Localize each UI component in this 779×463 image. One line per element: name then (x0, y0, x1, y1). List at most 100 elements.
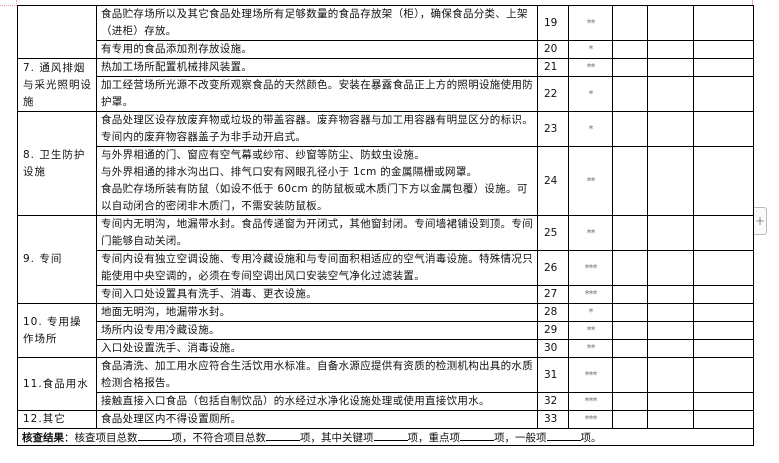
item-number: 27 (537, 285, 569, 304)
category-cell: 10. 专用操作场所 (17, 303, 97, 358)
check-cell[interactable] (647, 146, 694, 216)
description-line: 与外界相通的门、窗应有空气幕或纱帘、纱窗等防尘、防蚊虫设施。 (101, 149, 425, 161)
category-cell (17, 5, 97, 59)
check-cell[interactable] (647, 76, 694, 112)
important-items-blank[interactable] (460, 430, 494, 441)
item-description: 场所内设专用冷藏设施。 (96, 321, 538, 340)
check-cell[interactable] (612, 40, 648, 59)
table-row: 入口处设置洗手、消毒设施。 30 ** (18, 339, 754, 358)
check-cell[interactable] (612, 392, 648, 411)
item-level: *** (568, 410, 613, 429)
check-cell[interactable] (647, 250, 694, 286)
summary-text: 项。 (580, 432, 602, 444)
check-cell[interactable] (612, 357, 648, 393)
summary-text: 项，不符合项目总数 (171, 432, 267, 444)
remark-cell[interactable] (693, 410, 754, 429)
check-cell[interactable] (612, 146, 648, 216)
table-row: 接触直接入口食品（包括自制饮品）的水经过水净化设施处理或使用直接饮用水。 32 … (18, 392, 754, 411)
remark-cell[interactable] (693, 339, 754, 358)
remark-cell[interactable] (693, 58, 754, 77)
check-cell[interactable] (647, 111, 694, 147)
item-number: 33 (537, 410, 569, 429)
remark-cell[interactable] (693, 215, 754, 251)
item-level: *** (568, 250, 613, 286)
item-level: * (568, 303, 613, 322)
category-cell: 8. 卫生防护设施 (17, 111, 97, 216)
check-cell[interactable] (612, 58, 648, 77)
check-cell[interactable] (612, 111, 648, 147)
remark-cell[interactable] (693, 321, 754, 340)
inspection-table: 食品贮存场所以及其它食品处理场所有足够数量的食品存放架（柜），确保食品分类、上架… (17, 5, 754, 446)
item-level: ** (568, 146, 613, 216)
check-cell[interactable] (612, 76, 648, 112)
check-cell[interactable] (647, 339, 694, 358)
remark-cell[interactable] (693, 76, 754, 112)
check-cell[interactable] (647, 410, 694, 429)
table-row: 9. 专间 专间内无明沟，地漏带水封。食品传递窗为开闭式，其他窗封闭。专间墙裙铺… (17, 215, 754, 304)
category-cell: 7. 通风排烟与采光照明设施 (17, 58, 97, 112)
summary-row: 核查结果：核查项目总数 项，不符合项目总数 项，其中关键项 项，重点项 项，一般项 项。 (17, 428, 754, 446)
check-cell[interactable] (612, 321, 648, 340)
summary-text: 项，重点项 (407, 432, 461, 444)
remark-cell[interactable] (693, 392, 754, 411)
table-row: 食品贮存场所以及其它食品处理场所有足够数量的食品存放架（柜），确保食品分类、上架… (17, 5, 754, 59)
item-description: 专间入口处设置具有洗手、消毒、更衣设施。 (96, 285, 538, 304)
summary-label: 核查结果 (22, 432, 64, 444)
item-number: 24 (537, 146, 569, 216)
item-number: 23 (537, 111, 569, 147)
item-description: 食品处理区设存放废弃物或垃圾的带盖容器。废弃物容器与加工用容器有明显区分的标识。… (96, 111, 538, 147)
remark-cell[interactable] (693, 303, 754, 322)
remark-cell[interactable] (693, 5, 754, 41)
remark-cell[interactable] (693, 146, 754, 216)
check-cell[interactable] (647, 285, 694, 304)
remark-cell[interactable] (693, 250, 754, 286)
check-cell[interactable] (612, 303, 648, 322)
item-level: ** (568, 339, 613, 358)
check-cell[interactable] (647, 5, 694, 41)
check-cell[interactable] (647, 357, 694, 393)
check-cell[interactable] (647, 58, 694, 77)
item-level: * (568, 40, 613, 59)
category-cell: 9. 专间 (17, 215, 97, 304)
check-cell[interactable] (612, 339, 648, 358)
check-cell[interactable] (612, 285, 648, 304)
table-row: 10. 专用操作场所 地面无明沟，地漏带水封。 28 * (17, 303, 754, 358)
item-level: ** (568, 58, 613, 77)
item-description: 热加工场所配置机械排风装置。 (96, 58, 538, 77)
check-cell[interactable] (612, 410, 648, 429)
item-number: 21 (537, 58, 569, 77)
check-cell[interactable] (647, 392, 694, 411)
check-cell[interactable] (647, 215, 694, 251)
remark-cell[interactable] (693, 111, 754, 147)
item-number: 31 (537, 357, 569, 393)
add-row-button[interactable]: + (754, 207, 767, 235)
description-line: 与外界相通的排水沟出口、排气口安有网眼孔径小于 1cm 的金属隔栅或网罩。 (101, 166, 478, 178)
table-row: 8. 卫生防护设施 食品处理区设存放废弃物或垃圾的带盖容器。废弃物容器与加工用容… (17, 111, 754, 216)
key-items-blank[interactable] (373, 430, 408, 441)
item-description: 食品处理区内不得设置厕所。 (96, 410, 538, 429)
check-cell[interactable] (612, 215, 648, 251)
check-cell[interactable] (647, 40, 694, 59)
table-row: 7. 通风排烟与采光照明设施 热加工场所配置机械排风装置。 21 ** (17, 58, 754, 112)
item-level: *** (568, 285, 613, 304)
summary-text: 项，其中关键项 (300, 432, 374, 444)
item-number: 20 (537, 40, 569, 59)
item-description: 入口处设置洗手、消毒设施。 (96, 339, 538, 358)
remark-cell[interactable] (693, 40, 754, 59)
item-description: 专间内无明沟，地漏带水封。食品传递窗为开闭式，其他窗封闭。专间墙裙铺设到顶。专间… (96, 215, 538, 251)
item-description: 食品贮存场所以及其它食品处理场所有足够数量的食品存放架（柜），确保食品分类、上架… (96, 5, 538, 41)
general-items-blank[interactable] (546, 430, 581, 441)
check-cell[interactable] (612, 5, 648, 41)
table-row: 场所内设专用冷藏设施。 29 ** (18, 321, 754, 340)
description-line: 食品贮存场所装有防鼠（如设不低于 60cm 的防鼠板或木质门下方以金属包覆）设施… (101, 183, 528, 212)
check-cell[interactable] (647, 303, 694, 322)
check-cell[interactable] (647, 321, 694, 340)
item-level: *** (568, 357, 613, 393)
remark-cell[interactable] (693, 285, 754, 304)
check-cell[interactable] (612, 250, 648, 286)
remark-cell[interactable] (693, 357, 754, 393)
table-row: 专间入口处设置具有洗手、消毒、更衣设施。 27 *** (18, 285, 754, 304)
noncompliant-blank[interactable] (266, 430, 300, 441)
item-level: ** (568, 321, 613, 340)
total-items-blank[interactable] (137, 430, 172, 441)
